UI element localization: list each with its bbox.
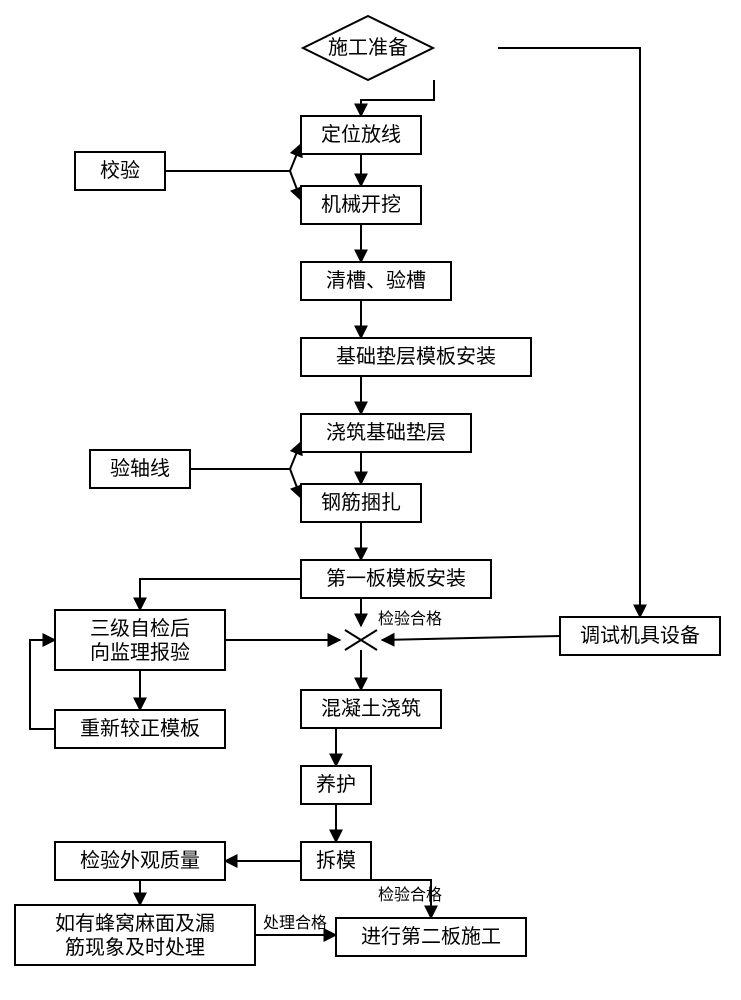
- label-verify: 校验: [100, 159, 140, 182]
- label-check_axis: 验轴线: [110, 457, 170, 480]
- edge-1: [498, 48, 640, 617]
- edge-label-1: 处理合格: [263, 914, 327, 932]
- label-recorrect: 重新较正模板: [80, 717, 200, 740]
- label-cure: 养护: [316, 773, 356, 796]
- edge-4: [290, 171, 301, 200]
- label-start: 施工准备: [328, 36, 408, 59]
- label-pour_base: 浇筑基础垫层: [326, 421, 446, 444]
- label-pour_concrete: 混凝土浇筑: [321, 697, 421, 720]
- edge-15: [382, 636, 560, 640]
- label-appearance: 检验外观质量: [80, 849, 200, 872]
- label-defect-2: 筋现象及时处理: [65, 936, 205, 959]
- label-self_check-1: 三级自检后: [90, 617, 190, 640]
- edge-label-2: 检验合格: [378, 886, 442, 904]
- edge-0: [361, 80, 434, 116]
- edge-3: [290, 144, 301, 171]
- label-second: 进行第二板施工: [361, 925, 501, 948]
- label-locate: 定位放线: [321, 123, 401, 146]
- label-clean: 清槽、验槽: [326, 269, 426, 292]
- edge-label-0: 检验合格: [378, 610, 442, 628]
- label-base_form: 基础垫层模板安装: [336, 345, 496, 368]
- label-self_check-2: 向监理报验: [90, 641, 190, 664]
- label-debug_equip: 调试机具设备: [580, 624, 700, 647]
- label-strip: 拆模: [316, 849, 356, 872]
- label-excavate: 机械开挖: [321, 193, 401, 216]
- label-rebar: 钢筋捆扎: [321, 491, 401, 514]
- label-first_form: 第一板模板安装: [326, 567, 466, 590]
- edge-9: [290, 442, 301, 469]
- label-defect-1: 如有蜂窝麻面及漏: [55, 912, 215, 935]
- edge-12: [140, 579, 301, 610]
- edge-10: [290, 469, 301, 498]
- edge-18: [30, 640, 55, 729]
